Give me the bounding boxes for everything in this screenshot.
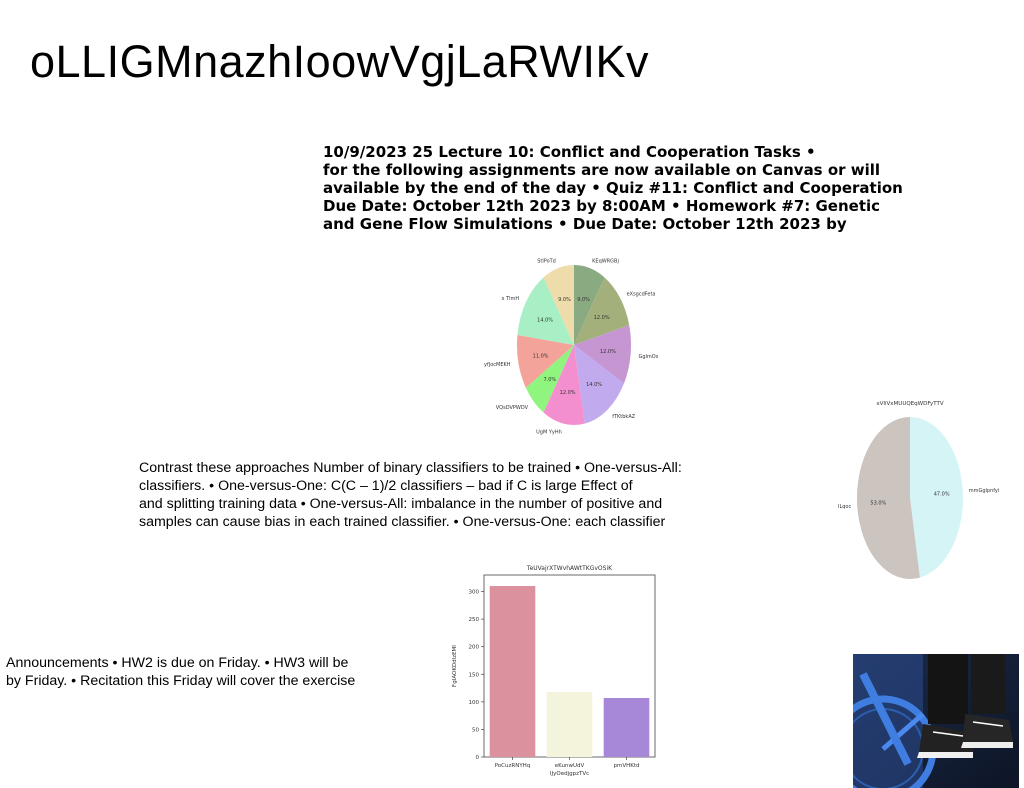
- pie-percent-label: 7.0%: [543, 377, 556, 383]
- y-tick-label: 100: [469, 700, 480, 706]
- x-tick-label: eKunwUdV: [555, 763, 585, 769]
- sneakers-bicycle-photo: [853, 654, 1019, 788]
- pie-chart-categories: 9.0% KEqWRGBj 12.0% eXsgcdFeta 12.0% GglmOs 14…: [484, 258, 659, 435]
- pie-percent-label: 11.0%: [533, 353, 549, 359]
- pie-slice: [574, 277, 630, 345]
- pie-slice-label: KEqWRGBj: [592, 258, 619, 264]
- pie-slice-label: StlPoTd: [537, 258, 556, 264]
- pie-slice-label: GglmOs: [638, 354, 658, 360]
- contrast-line: samples can cause bias in each trained c…: [139, 514, 666, 530]
- pie-slice: [517, 277, 574, 345]
- pie-slice: [543, 345, 585, 425]
- pie-percent-label: 9.0%: [558, 297, 571, 303]
- lecture-line: and Gene Flow Simulations • Due Date: Oc…: [323, 215, 847, 233]
- pie-slice-label: mmGglpnfyi: [969, 488, 1000, 494]
- pie-percent-label: 47.0%: [934, 491, 950, 497]
- y-tick-label: 50: [472, 727, 479, 733]
- pie-slice: [910, 417, 963, 578]
- x-axis-label: IJyOedjgpzTVc: [550, 771, 589, 777]
- pie-slice-label: yfJocMEKH: [484, 362, 511, 368]
- bar-chart: TeUVajrXTWvhAWtTKGvOSiK 0 50 100 150 200 250 30…: [452, 565, 656, 777]
- pie-slice: [857, 417, 920, 579]
- pie-percent-label: 14.0%: [586, 382, 602, 388]
- pie-title: xVIiVxMUUQEqWDFyTTV: [876, 401, 943, 407]
- y-axis-label: FgIAOKDdlzEMI: [452, 645, 458, 687]
- pie-slice-label: VQsDVPWDV: [496, 405, 529, 411]
- contrast-line: and splitting training data • One-versus…: [139, 496, 663, 512]
- bar-chart-title: TeUVajrXTWvhAWtTKGvOSiK: [526, 565, 613, 572]
- contrast-line: classifiers. • One-versus-One: C(C – 1)/…: [139, 478, 633, 494]
- pie-percent-label: 12.0%: [600, 349, 616, 355]
- pie-percent-label: 53.0%: [870, 501, 886, 507]
- y-tick-label: 300: [469, 590, 480, 596]
- pie-slice-label: UgM YyHh: [536, 429, 562, 435]
- pie-chart-binary: 47.0% mmGglpnfyi 53.0% ILqoc xVIiVxMUUQEqWDF…: [838, 401, 1000, 579]
- lecture-line: available by the end of the day • Quiz #…: [323, 179, 903, 197]
- contrast-line: Contrast these approaches Number of bina…: [139, 460, 682, 476]
- pie-percent-label: 14.0%: [537, 317, 553, 323]
- lecture-line: for the following assignments are now av…: [323, 161, 881, 179]
- pie-percent-label: 12.0%: [560, 390, 576, 396]
- page-title: oLLIGMnazhIoowVgjLaRWIKv: [30, 36, 649, 87]
- lecture-line: Due Date: October 12th 2023 by 8:00AM • …: [323, 197, 881, 215]
- y-tick-label: 150: [469, 672, 480, 678]
- y-tick-label: 200: [469, 645, 480, 651]
- pie-slice: [517, 334, 574, 388]
- announcements-text: Announcements • HW2 is due on Friday. • …: [6, 654, 426, 690]
- pie-slice-label: fTKtbkAZ: [612, 414, 636, 420]
- pie-percent-label: 12.0%: [594, 315, 610, 321]
- pie-slice-label: x TlmH: [501, 296, 519, 302]
- pie-slice-label: eXsgcdFeta: [627, 291, 656, 297]
- bar: [603, 697, 650, 757]
- y-tick-label: 0: [476, 755, 480, 761]
- announcement-line: Announcements • HW2 is due on Friday. • …: [6, 655, 349, 671]
- pie-percent-label: 9.0%: [577, 297, 590, 303]
- pie-slice: [574, 345, 624, 424]
- lecture-line: 10/9/2023 25 Lecture 10: Conflict and Co…: [323, 143, 816, 161]
- pie-slice: [525, 345, 574, 413]
- bar: [489, 586, 536, 757]
- pie-slice: [574, 325, 631, 384]
- contrast-approaches-text: Contrast these approaches Number of bina…: [139, 459, 779, 531]
- lecture-announcement-text: 10/9/2023 25 Lecture 10: Conflict and Co…: [323, 143, 963, 233]
- pie-slice: [543, 265, 574, 345]
- x-tick-label: pmVHKtd: [613, 763, 639, 769]
- announcement-line: by Friday. • Recitation this Friday will…: [6, 673, 356, 689]
- pie-slice-label: ILqoc: [838, 504, 851, 510]
- x-tick-label: PoCuzRNYHq: [495, 763, 531, 769]
- bar: [546, 691, 593, 757]
- y-tick-label: 250: [469, 617, 480, 623]
- pie-slice: [574, 265, 605, 345]
